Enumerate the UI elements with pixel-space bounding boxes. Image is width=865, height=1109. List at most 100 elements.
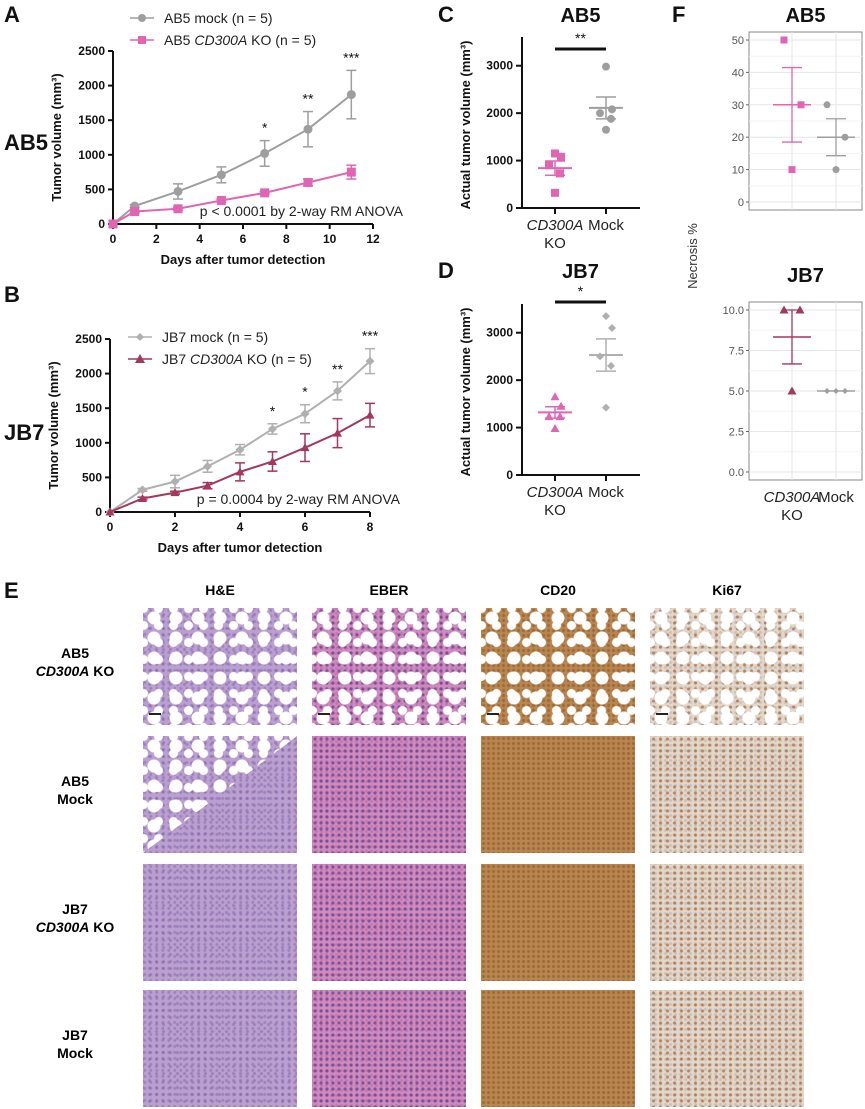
- data-point: [596, 109, 604, 118]
- stain-column-header: EBER: [369, 582, 409, 598]
- data-point: [824, 388, 830, 394]
- category-label-line2: KO: [544, 502, 566, 519]
- data-point: [607, 361, 615, 370]
- data-point: [608, 323, 616, 332]
- y-tick-label: 0: [738, 197, 744, 209]
- y-tick-label: 1000: [75, 436, 102, 450]
- y-tick-label: 0.0: [729, 467, 744, 479]
- significance-star: *: [302, 384, 308, 400]
- x-axis-title: Days after tumor detection: [158, 540, 323, 555]
- category-label: Mock: [588, 217, 624, 234]
- y-axis-title: Tumor volume (mm³): [49, 73, 64, 201]
- stain-column-header: H&E: [205, 582, 235, 598]
- y-tick-label: 500: [82, 470, 102, 484]
- y-tick-label: 2000: [78, 79, 105, 93]
- y-tick-label: 500: [85, 182, 105, 196]
- histology-row-label: AB5 CD300A KO: [15, 644, 135, 680]
- legend-item-marker: [136, 333, 144, 341]
- legend-item-label: AB5 mock (n = 5): [164, 10, 273, 26]
- data-point: [346, 90, 356, 100]
- category-label: Mock: [588, 484, 624, 501]
- row-label-group: Mock: [57, 1045, 93, 1061]
- x-tick-label: 0: [107, 520, 114, 534]
- x-tick-label: 12: [366, 232, 380, 246]
- data-point: [780, 36, 788, 44]
- data-point: [544, 412, 554, 421]
- significance-star: *: [578, 283, 584, 299]
- x-tick-label: 6: [302, 520, 309, 534]
- chart-title: JB7: [562, 261, 599, 283]
- y-tick-label: 7.5: [729, 346, 744, 358]
- legend-item-marker: [138, 14, 146, 22]
- data-point: [602, 312, 610, 321]
- histology-image-cd20: [481, 608, 635, 725]
- data-point: [108, 219, 118, 229]
- data-point: [268, 456, 277, 465]
- data-point: [105, 507, 115, 516]
- data-point: [303, 124, 313, 134]
- y-tick-label: 1500: [78, 113, 105, 127]
- histology-image-eber: [312, 990, 466, 1107]
- significance-star: ***: [362, 328, 379, 344]
- y-tick-label: 0: [98, 217, 105, 231]
- category-label: CD300A: [764, 489, 821, 506]
- y-axis-title: Actual tumor volume (mm³): [458, 307, 473, 476]
- data-point: [333, 386, 342, 396]
- data-point: [788, 166, 796, 174]
- significance-star: ***: [343, 49, 360, 65]
- data-point: [130, 207, 140, 217]
- row-label-line1: AB5: [60, 645, 89, 661]
- anova-annotation: p < 0.0001 by 2-way RM ANOVA: [200, 203, 404, 219]
- data-point: [556, 169, 564, 178]
- y-tick-label: 1000: [78, 148, 105, 162]
- y-tick-label: 40: [732, 67, 744, 79]
- data-point: [608, 105, 616, 114]
- significance-star: *: [270, 403, 276, 419]
- data-point: [779, 305, 789, 314]
- row-label-line2: CD300A KO: [15, 918, 135, 936]
- legend-item-label: JB7 CD300A KO (n = 5): [162, 351, 312, 367]
- data-point: [841, 133, 849, 141]
- data-point: [303, 177, 313, 187]
- y-tick-label: 50: [732, 35, 744, 47]
- data-point: [235, 467, 245, 476]
- legend-item-marker: [138, 36, 146, 44]
- y-tick-label: 2.5: [729, 427, 744, 439]
- data-point: [550, 392, 560, 401]
- necrosis-axis-title: Necrosis %: [685, 223, 700, 289]
- significance-star: **: [303, 91, 314, 107]
- x-tick-label: 0: [110, 232, 117, 246]
- data-point: [138, 485, 147, 495]
- data-point: [555, 412, 565, 421]
- y-tick-label: 20: [732, 132, 744, 144]
- histology-row-label: JB7 Mock: [15, 1026, 135, 1062]
- anova-annotation: p = 0.0004 by 2-way RM ANOVA: [197, 491, 401, 507]
- histology-image-ki67: [650, 990, 804, 1107]
- data-point: [596, 352, 604, 361]
- y-tick-label: 2500: [78, 44, 105, 58]
- data-point: [333, 428, 342, 437]
- row-label-line2: Mock: [15, 790, 135, 808]
- histology-image-cd20: [481, 864, 635, 981]
- scale-bar: [487, 713, 499, 715]
- data-point: [138, 494, 147, 503]
- x-tick-label: 8: [367, 520, 374, 534]
- histology-row-label: AB5 Mock: [15, 772, 135, 808]
- category-label-line2: KO: [544, 235, 566, 252]
- y-tick-label: 1000: [486, 154, 513, 168]
- data-point: [260, 148, 270, 158]
- row-label-line2: Mock: [15, 1044, 135, 1062]
- data-point: [216, 170, 226, 180]
- row-label-line1: AB5: [60, 773, 89, 789]
- data-point: [551, 188, 559, 197]
- data-point: [832, 166, 840, 174]
- histology-image-he: [143, 736, 297, 853]
- significance-star: **: [575, 30, 586, 46]
- category-label: CD300A: [527, 484, 584, 501]
- data-point: [823, 101, 831, 109]
- data-point: [203, 461, 212, 471]
- x-tick-label: 6: [240, 232, 247, 246]
- scale-bar: [656, 713, 668, 715]
- row-label-suffix: KO: [89, 663, 115, 679]
